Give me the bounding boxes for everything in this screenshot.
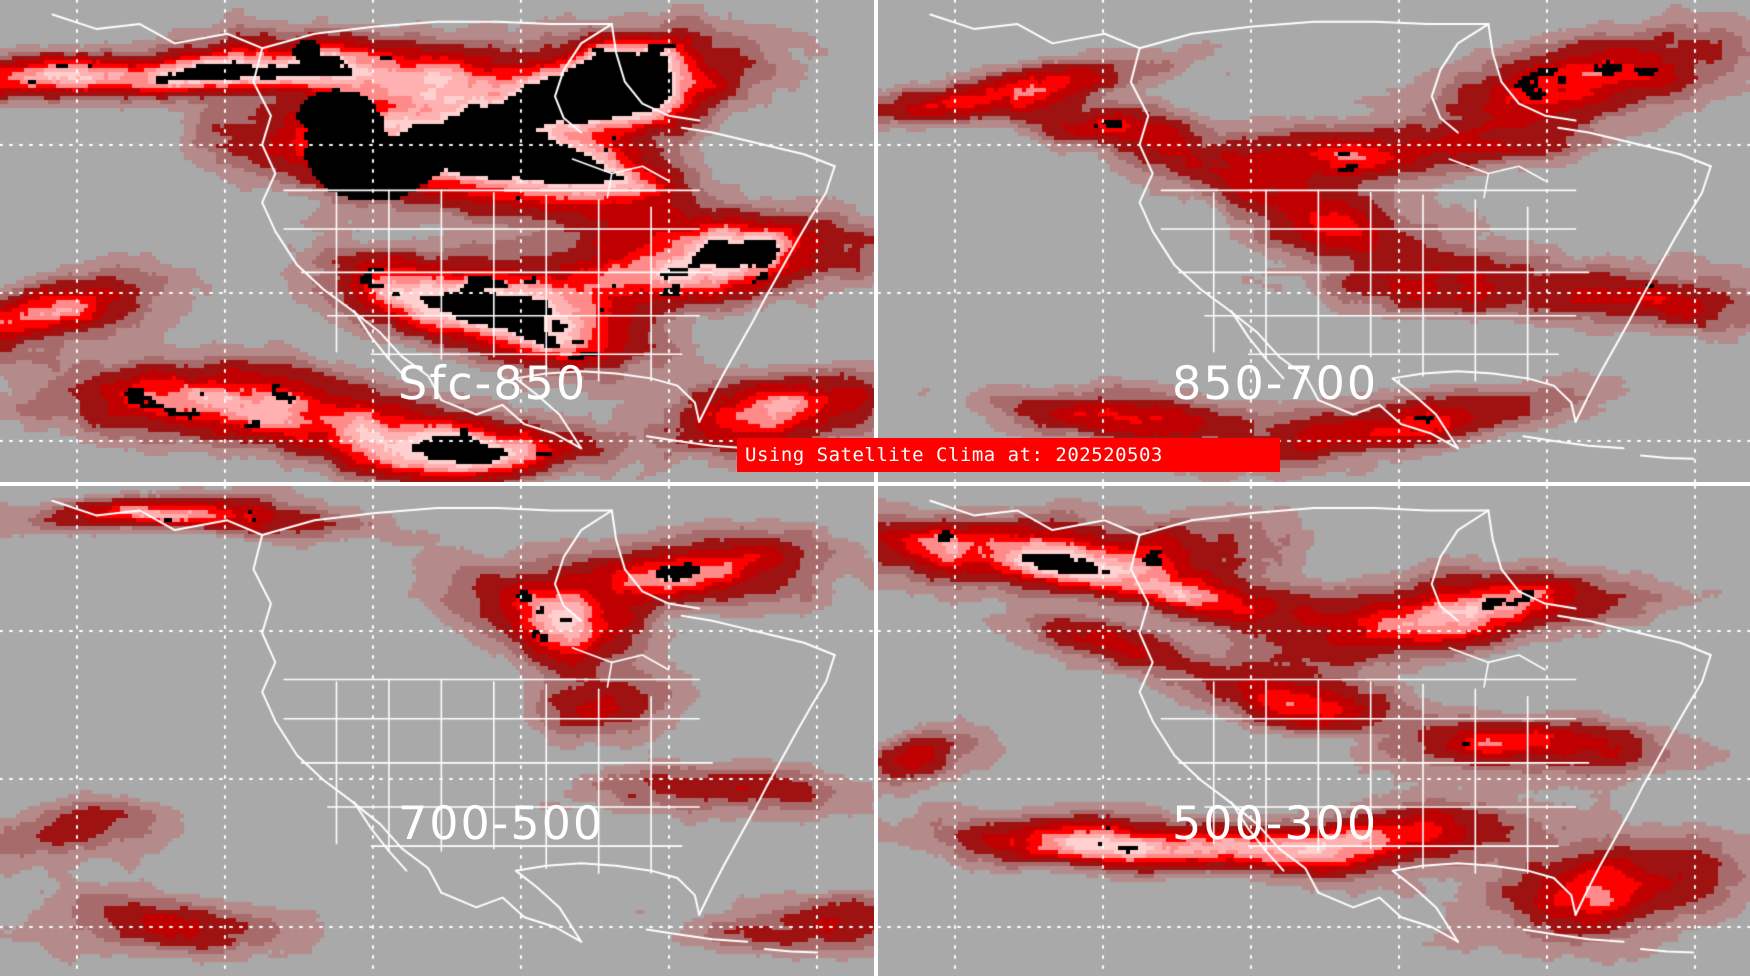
map-panel-700-500[interactable]	[0, 486, 874, 976]
map-canvas-850-700	[878, 0, 1750, 482]
panel-label-500-300: 500-300	[1172, 796, 1379, 850]
map-canvas-sfc-850	[0, 0, 874, 482]
panel-divider-horizontal	[0, 482, 1750, 486]
panel-label-sfc-850: Sfc-850	[398, 356, 588, 410]
status-banner-text: Using Satellite Clima at: 202520503	[745, 443, 1163, 466]
status-banner: Using Satellite Clima at: 202520503	[737, 438, 1280, 472]
map-panel-500-300[interactable]	[878, 486, 1750, 976]
map-panel-sfc-850[interactable]	[0, 0, 874, 482]
map-canvas-700-500	[0, 486, 874, 976]
panel-label-700-500: 700-500	[398, 796, 605, 850]
panel-label-850-700: 850-700	[1172, 356, 1379, 410]
map-canvas-500-300	[878, 486, 1750, 976]
map-panel-850-700[interactable]	[878, 0, 1750, 482]
panel-divider-vertical	[874, 0, 878, 976]
